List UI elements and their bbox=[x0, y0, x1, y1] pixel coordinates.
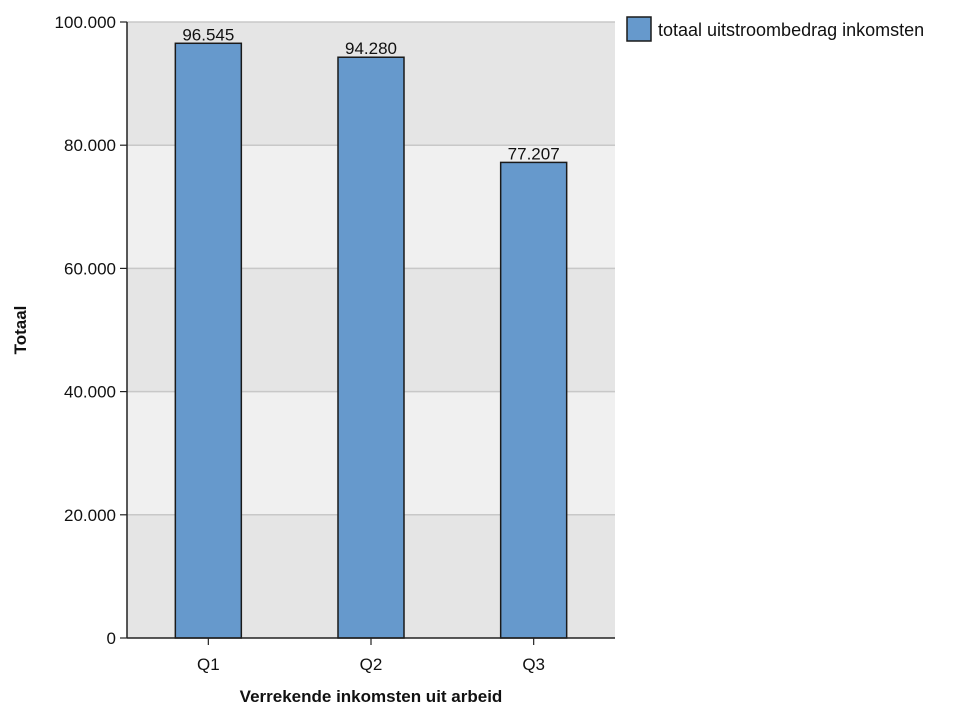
y-axis-title: Totaal bbox=[11, 306, 30, 355]
y-tick-label: 0 bbox=[107, 629, 116, 648]
bar bbox=[174, 42, 243, 639]
y-tick-label: 100.000 bbox=[55, 13, 116, 32]
y-tick-label: 60.000 bbox=[64, 259, 116, 278]
legend-swatch bbox=[626, 16, 652, 42]
x-axis-title: Verrekende inkomsten uit arbeid bbox=[240, 687, 503, 706]
data-label: 77.207 bbox=[508, 144, 560, 163]
data-label: 94.280 bbox=[345, 39, 397, 58]
bar bbox=[499, 161, 568, 639]
x-tick-label: Q2 bbox=[360, 655, 383, 674]
x-tick-label: Q1 bbox=[197, 655, 220, 674]
y-tick-label: 80.000 bbox=[64, 136, 116, 155]
legend-label: totaal uitstroombedrag inkomsten bbox=[658, 20, 924, 40]
y-tick-label: 20.000 bbox=[64, 506, 116, 525]
bar bbox=[337, 56, 405, 639]
y-tick-label: 40.000 bbox=[64, 383, 116, 402]
x-tick-label: Q3 bbox=[522, 655, 545, 674]
data-label: 96.545 bbox=[182, 25, 234, 44]
